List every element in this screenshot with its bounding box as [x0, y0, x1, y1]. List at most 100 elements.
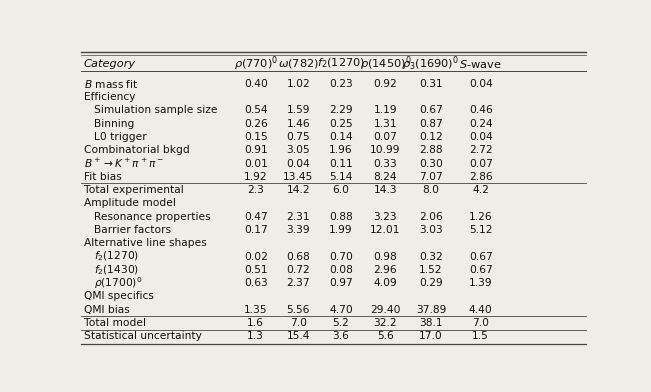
Text: 0.24: 0.24: [469, 119, 493, 129]
Text: 5.12: 5.12: [469, 225, 492, 235]
Text: 0.26: 0.26: [244, 119, 268, 129]
Text: 0.97: 0.97: [329, 278, 353, 288]
Text: Binning: Binning: [94, 119, 134, 129]
Text: 1.46: 1.46: [286, 119, 310, 129]
Text: 0.32: 0.32: [419, 252, 443, 261]
Text: 0.02: 0.02: [243, 252, 268, 261]
Text: 1.39: 1.39: [469, 278, 493, 288]
Text: 0.23: 0.23: [329, 79, 353, 89]
Text: 0.30: 0.30: [419, 158, 443, 169]
Text: 0.12: 0.12: [419, 132, 443, 142]
Text: 10.99: 10.99: [370, 145, 400, 155]
Text: 0.29: 0.29: [419, 278, 443, 288]
Text: Fit bias: Fit bias: [84, 172, 122, 182]
Text: 1.59: 1.59: [286, 105, 310, 115]
Text: 6.0: 6.0: [333, 185, 350, 195]
Text: 37.89: 37.89: [416, 305, 446, 315]
Text: 7.07: 7.07: [419, 172, 443, 182]
Text: 17.0: 17.0: [419, 331, 443, 341]
Text: 0.01: 0.01: [243, 158, 268, 169]
Text: 5.6: 5.6: [377, 331, 394, 341]
Text: 4.2: 4.2: [472, 185, 489, 195]
Text: Category: Category: [84, 59, 136, 69]
Text: 13.45: 13.45: [283, 172, 313, 182]
Text: Barrier factors: Barrier factors: [94, 225, 171, 235]
Text: 0.07: 0.07: [374, 132, 397, 142]
Text: 38.1: 38.1: [419, 318, 443, 328]
Text: 0.72: 0.72: [286, 265, 310, 275]
Text: Total model: Total model: [84, 318, 146, 328]
Text: $\rho(1700)^0$: $\rho(1700)^0$: [94, 275, 143, 291]
Text: 1.19: 1.19: [374, 105, 397, 115]
Text: Amplitude model: Amplitude model: [84, 198, 176, 209]
Text: 0.70: 0.70: [329, 252, 353, 261]
Text: 0.91: 0.91: [244, 145, 268, 155]
Text: Statistical uncertainty: Statistical uncertainty: [84, 331, 202, 341]
Text: 0.04: 0.04: [286, 158, 311, 169]
Text: 0.08: 0.08: [329, 265, 353, 275]
Text: $\rho_3(1690)^0$: $\rho_3(1690)^0$: [402, 54, 460, 73]
Text: 0.75: 0.75: [286, 132, 310, 142]
Text: 0.67: 0.67: [419, 105, 443, 115]
Text: Total experimental: Total experimental: [84, 185, 184, 195]
Text: Alternative line shapes: Alternative line shapes: [84, 238, 206, 248]
Text: 0.63: 0.63: [244, 278, 268, 288]
Text: 2.3: 2.3: [247, 185, 264, 195]
Text: 2.06: 2.06: [419, 212, 443, 221]
Text: 0.40: 0.40: [243, 79, 268, 89]
Text: 0.33: 0.33: [374, 158, 397, 169]
Text: 3.03: 3.03: [419, 225, 443, 235]
Text: 1.02: 1.02: [286, 79, 310, 89]
Text: 29.40: 29.40: [370, 305, 400, 315]
Text: 0.87: 0.87: [419, 119, 443, 129]
Text: 0.04: 0.04: [469, 79, 493, 89]
Text: 0.07: 0.07: [469, 158, 493, 169]
Text: 2.29: 2.29: [329, 105, 353, 115]
Text: $\rho(770)^0$: $\rho(770)^0$: [234, 54, 278, 73]
Text: 3.39: 3.39: [286, 225, 310, 235]
Text: 0.31: 0.31: [419, 79, 443, 89]
Text: 2.37: 2.37: [286, 278, 310, 288]
Text: 14.3: 14.3: [374, 185, 397, 195]
Text: 4.40: 4.40: [469, 305, 493, 315]
Text: 2.88: 2.88: [419, 145, 443, 155]
Text: 1.96: 1.96: [329, 145, 353, 155]
Text: Combinatorial bkgd: Combinatorial bkgd: [84, 145, 189, 155]
Text: $S$-wave: $S$-wave: [460, 58, 502, 70]
Text: 0.92: 0.92: [374, 79, 397, 89]
Text: 1.52: 1.52: [419, 265, 443, 275]
Text: 5.56: 5.56: [286, 305, 310, 315]
Text: 12.01: 12.01: [370, 225, 400, 235]
Text: 7.0: 7.0: [472, 318, 489, 328]
Text: Efficiency: Efficiency: [84, 92, 135, 102]
Text: 8.0: 8.0: [422, 185, 439, 195]
Text: 0.51: 0.51: [244, 265, 268, 275]
Text: 0.17: 0.17: [244, 225, 268, 235]
Text: 0.98: 0.98: [374, 252, 397, 261]
Text: 0.46: 0.46: [469, 105, 493, 115]
Text: L0 trigger: L0 trigger: [94, 132, 146, 142]
Text: 0.11: 0.11: [329, 158, 353, 169]
Text: 1.5: 1.5: [473, 331, 489, 341]
Text: 2.72: 2.72: [469, 145, 493, 155]
Text: $B^+ \to K^+\pi^+\pi^-$: $B^+ \to K^+\pi^+\pi^-$: [84, 157, 164, 170]
Text: 0.67: 0.67: [469, 252, 493, 261]
Text: 2.31: 2.31: [286, 212, 310, 221]
Text: 3.05: 3.05: [286, 145, 310, 155]
Text: 4.70: 4.70: [329, 305, 353, 315]
Text: $f_2(1270)$: $f_2(1270)$: [317, 57, 365, 71]
Text: 3.6: 3.6: [333, 331, 350, 341]
Text: QMI bias: QMI bias: [84, 305, 130, 315]
Text: 0.67: 0.67: [469, 265, 493, 275]
Text: 0.88: 0.88: [329, 212, 353, 221]
Text: 2.86: 2.86: [469, 172, 493, 182]
Text: 5.2: 5.2: [333, 318, 350, 328]
Text: 5.14: 5.14: [329, 172, 353, 182]
Text: 3.23: 3.23: [374, 212, 397, 221]
Text: 1.3: 1.3: [247, 331, 264, 341]
Text: $f_2(1270)$: $f_2(1270)$: [94, 250, 139, 263]
Text: 2.96: 2.96: [374, 265, 397, 275]
Text: 1.6: 1.6: [247, 318, 264, 328]
Text: 1.31: 1.31: [374, 119, 397, 129]
Text: $\rho(1450)^0$: $\rho(1450)^0$: [359, 54, 411, 73]
